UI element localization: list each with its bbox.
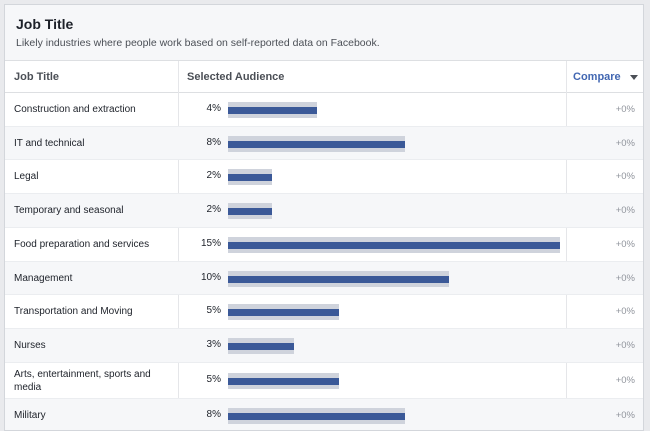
table-row: Management 10% +0% [5, 262, 643, 295]
table-row: IT and technical 8% +0% [5, 127, 643, 160]
column-divider [566, 61, 567, 430]
audience-bar [228, 408, 405, 424]
table-row: Transportation and Moving 5% +0% [5, 295, 643, 329]
column-divider [178, 61, 179, 430]
job-title-label: Legal [14, 171, 39, 182]
audience-bar [228, 338, 294, 354]
audience-percent: 3% [206, 339, 221, 350]
audience-bar-fill [228, 242, 560, 249]
chevron-down-icon[interactable] [630, 75, 638, 80]
table-row: Arts, entertainment, sports and media 5% +… [5, 363, 643, 399]
audience-bar-fill [228, 343, 294, 350]
job-title-label: Nurses [14, 340, 46, 351]
audience-percent: 10% [200, 271, 221, 283]
audience-bar [228, 135, 405, 152]
audience-percent: 8% [206, 409, 221, 420]
audience-percent: 5% [206, 305, 221, 316]
table-row: Nurses 3% +0% [5, 329, 643, 363]
audience-bar-fill [228, 107, 317, 114]
audience-bar-fill [228, 275, 449, 283]
compare-value: +0% [615, 272, 635, 284]
job-title-label: Transportation and Moving [14, 306, 133, 317]
audience-bar [228, 304, 339, 320]
compare-value: +0% [615, 410, 635, 421]
audience-bar [228, 237, 560, 253]
audience-percent: 4% [206, 103, 221, 114]
job-title-label: Management [14, 272, 73, 284]
job-title-label: Food preparation and services [14, 239, 150, 250]
audience-bar [228, 373, 339, 389]
compare-value: +0% [615, 171, 635, 182]
table-row: Military 8% +0% [5, 399, 643, 430]
table-row: Temporary and seasonal 2% +0% [5, 194, 643, 228]
job-title-label: Construction and extraction [14, 104, 136, 115]
selected-audience-column-header: Selected Audience [187, 71, 285, 83]
compare-value: +0% [615, 104, 635, 115]
audience-bar-fill [228, 413, 405, 420]
job-title-label: Arts, entertainment, sports and media [14, 369, 151, 393]
audience-percent: 2% [206, 204, 221, 215]
job-title-panel: Job Title Likely industries where people… [4, 4, 644, 431]
audience-bar-fill [228, 309, 339, 316]
compare-value: +0% [615, 306, 635, 317]
job-title-column-header: Job Title [14, 71, 60, 83]
audience-bar [228, 102, 317, 118]
audience-bar-fill [228, 378, 339, 385]
panel-header: Job Title Likely industries where people… [5, 5, 643, 61]
audience-percent: 15% [200, 238, 221, 249]
job-title-label: IT and technical [14, 137, 85, 149]
job-title-label: Military [14, 410, 46, 421]
compare-value: +0% [615, 137, 635, 149]
compare-value: +0% [615, 375, 635, 386]
compare-dropdown[interactable]: Compare [573, 71, 621, 83]
compare-value: +0% [615, 205, 635, 216]
table-header: Job Title Selected Audience Compare [5, 61, 643, 93]
compare-value: +0% [615, 340, 635, 351]
compare-value: +0% [615, 239, 635, 250]
table-row: Food preparation and services 15% +0% [5, 228, 643, 262]
table-row: Legal 2% +0% [5, 160, 643, 194]
audience-bar-fill [228, 174, 272, 181]
audience-percent: 5% [206, 374, 221, 385]
audience-percent: 8% [206, 136, 221, 148]
audience-bar [228, 203, 272, 219]
panel-subtitle: Likely industries where people work base… [16, 37, 380, 49]
audience-bar-fill [228, 140, 405, 148]
table-row: Construction and extraction 4% +0% [5, 93, 643, 127]
audience-bar [228, 169, 272, 185]
audience-bar [228, 270, 449, 287]
audience-bar-fill [228, 208, 272, 215]
job-title-label: Temporary and seasonal [14, 205, 124, 216]
panel-title: Job Title [16, 16, 74, 32]
audience-percent: 2% [206, 170, 221, 181]
